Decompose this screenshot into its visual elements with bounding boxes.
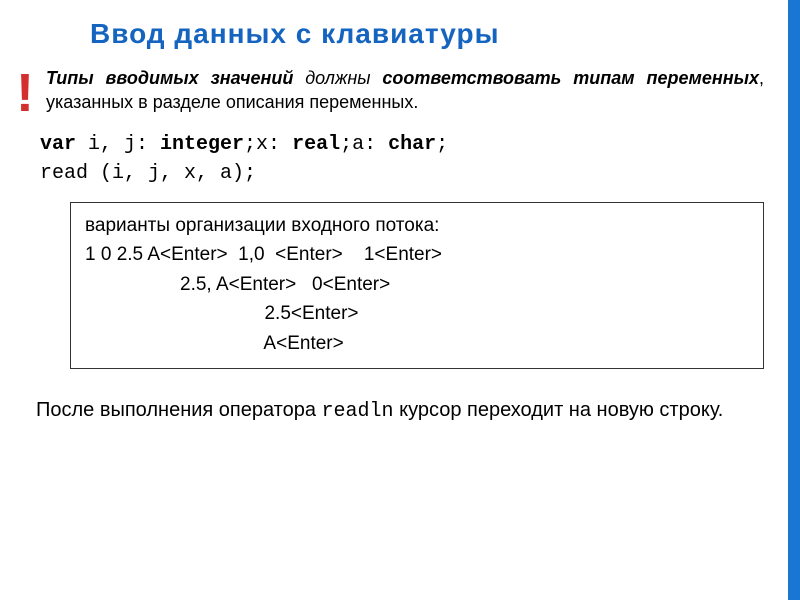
intro-row: ! Типы вводимых значений должны соответс… xyxy=(0,60,800,128)
outro-text: После выполнения оператора readln курсор… xyxy=(0,381,800,433)
box-header: варианты организации входного потока: xyxy=(85,211,749,240)
page-title: Ввод данных с клавиатуры xyxy=(90,18,780,50)
stream-box: варианты организации входного потока: 1 … xyxy=(70,202,764,369)
code-declaration: var i, j: integer;x: real;a: char; read … xyxy=(0,128,800,196)
code-vars1: i, j: xyxy=(76,133,160,156)
kw-var: var xyxy=(40,133,76,156)
box-line-4: A<Enter> xyxy=(85,329,749,358)
box-line-2: 2.5, A<Enter> 0<Enter> xyxy=(85,270,749,299)
kw-real: real xyxy=(292,133,340,156)
intro-part2: должны xyxy=(293,68,382,88)
box-line-1: 1 0 2.5 A<Enter> 1,0 <Enter> 1<Enter> xyxy=(85,240,749,269)
intro-text: Типы вводимых значений должны соответств… xyxy=(46,66,764,115)
code-line-1: var i, j: integer;x: real;a: char; xyxy=(40,130,764,159)
outro-p1: После выполнения оператора xyxy=(36,399,322,421)
code-sep2: ;a: xyxy=(340,133,388,156)
box-line-3: 2.5<Enter> xyxy=(85,299,749,328)
intro-part1: Типы вводимых значений xyxy=(46,68,293,88)
exclamation-icon: ! xyxy=(16,66,34,120)
kw-integer: integer xyxy=(160,133,244,156)
code-end1: ; xyxy=(436,133,448,156)
kw-char: char xyxy=(388,133,436,156)
right-accent-stripe xyxy=(788,0,800,600)
outro-p2: курсор переходит на новую строку. xyxy=(394,399,724,421)
outro-mono: readln xyxy=(322,400,394,423)
intro-part3: соответствовать типам переменных xyxy=(382,68,759,88)
title-container: Ввод данных с клавиатуры xyxy=(0,0,800,60)
code-sep1: ;x: xyxy=(244,133,292,156)
code-line-2: read (i, j, x, a); xyxy=(40,159,764,188)
